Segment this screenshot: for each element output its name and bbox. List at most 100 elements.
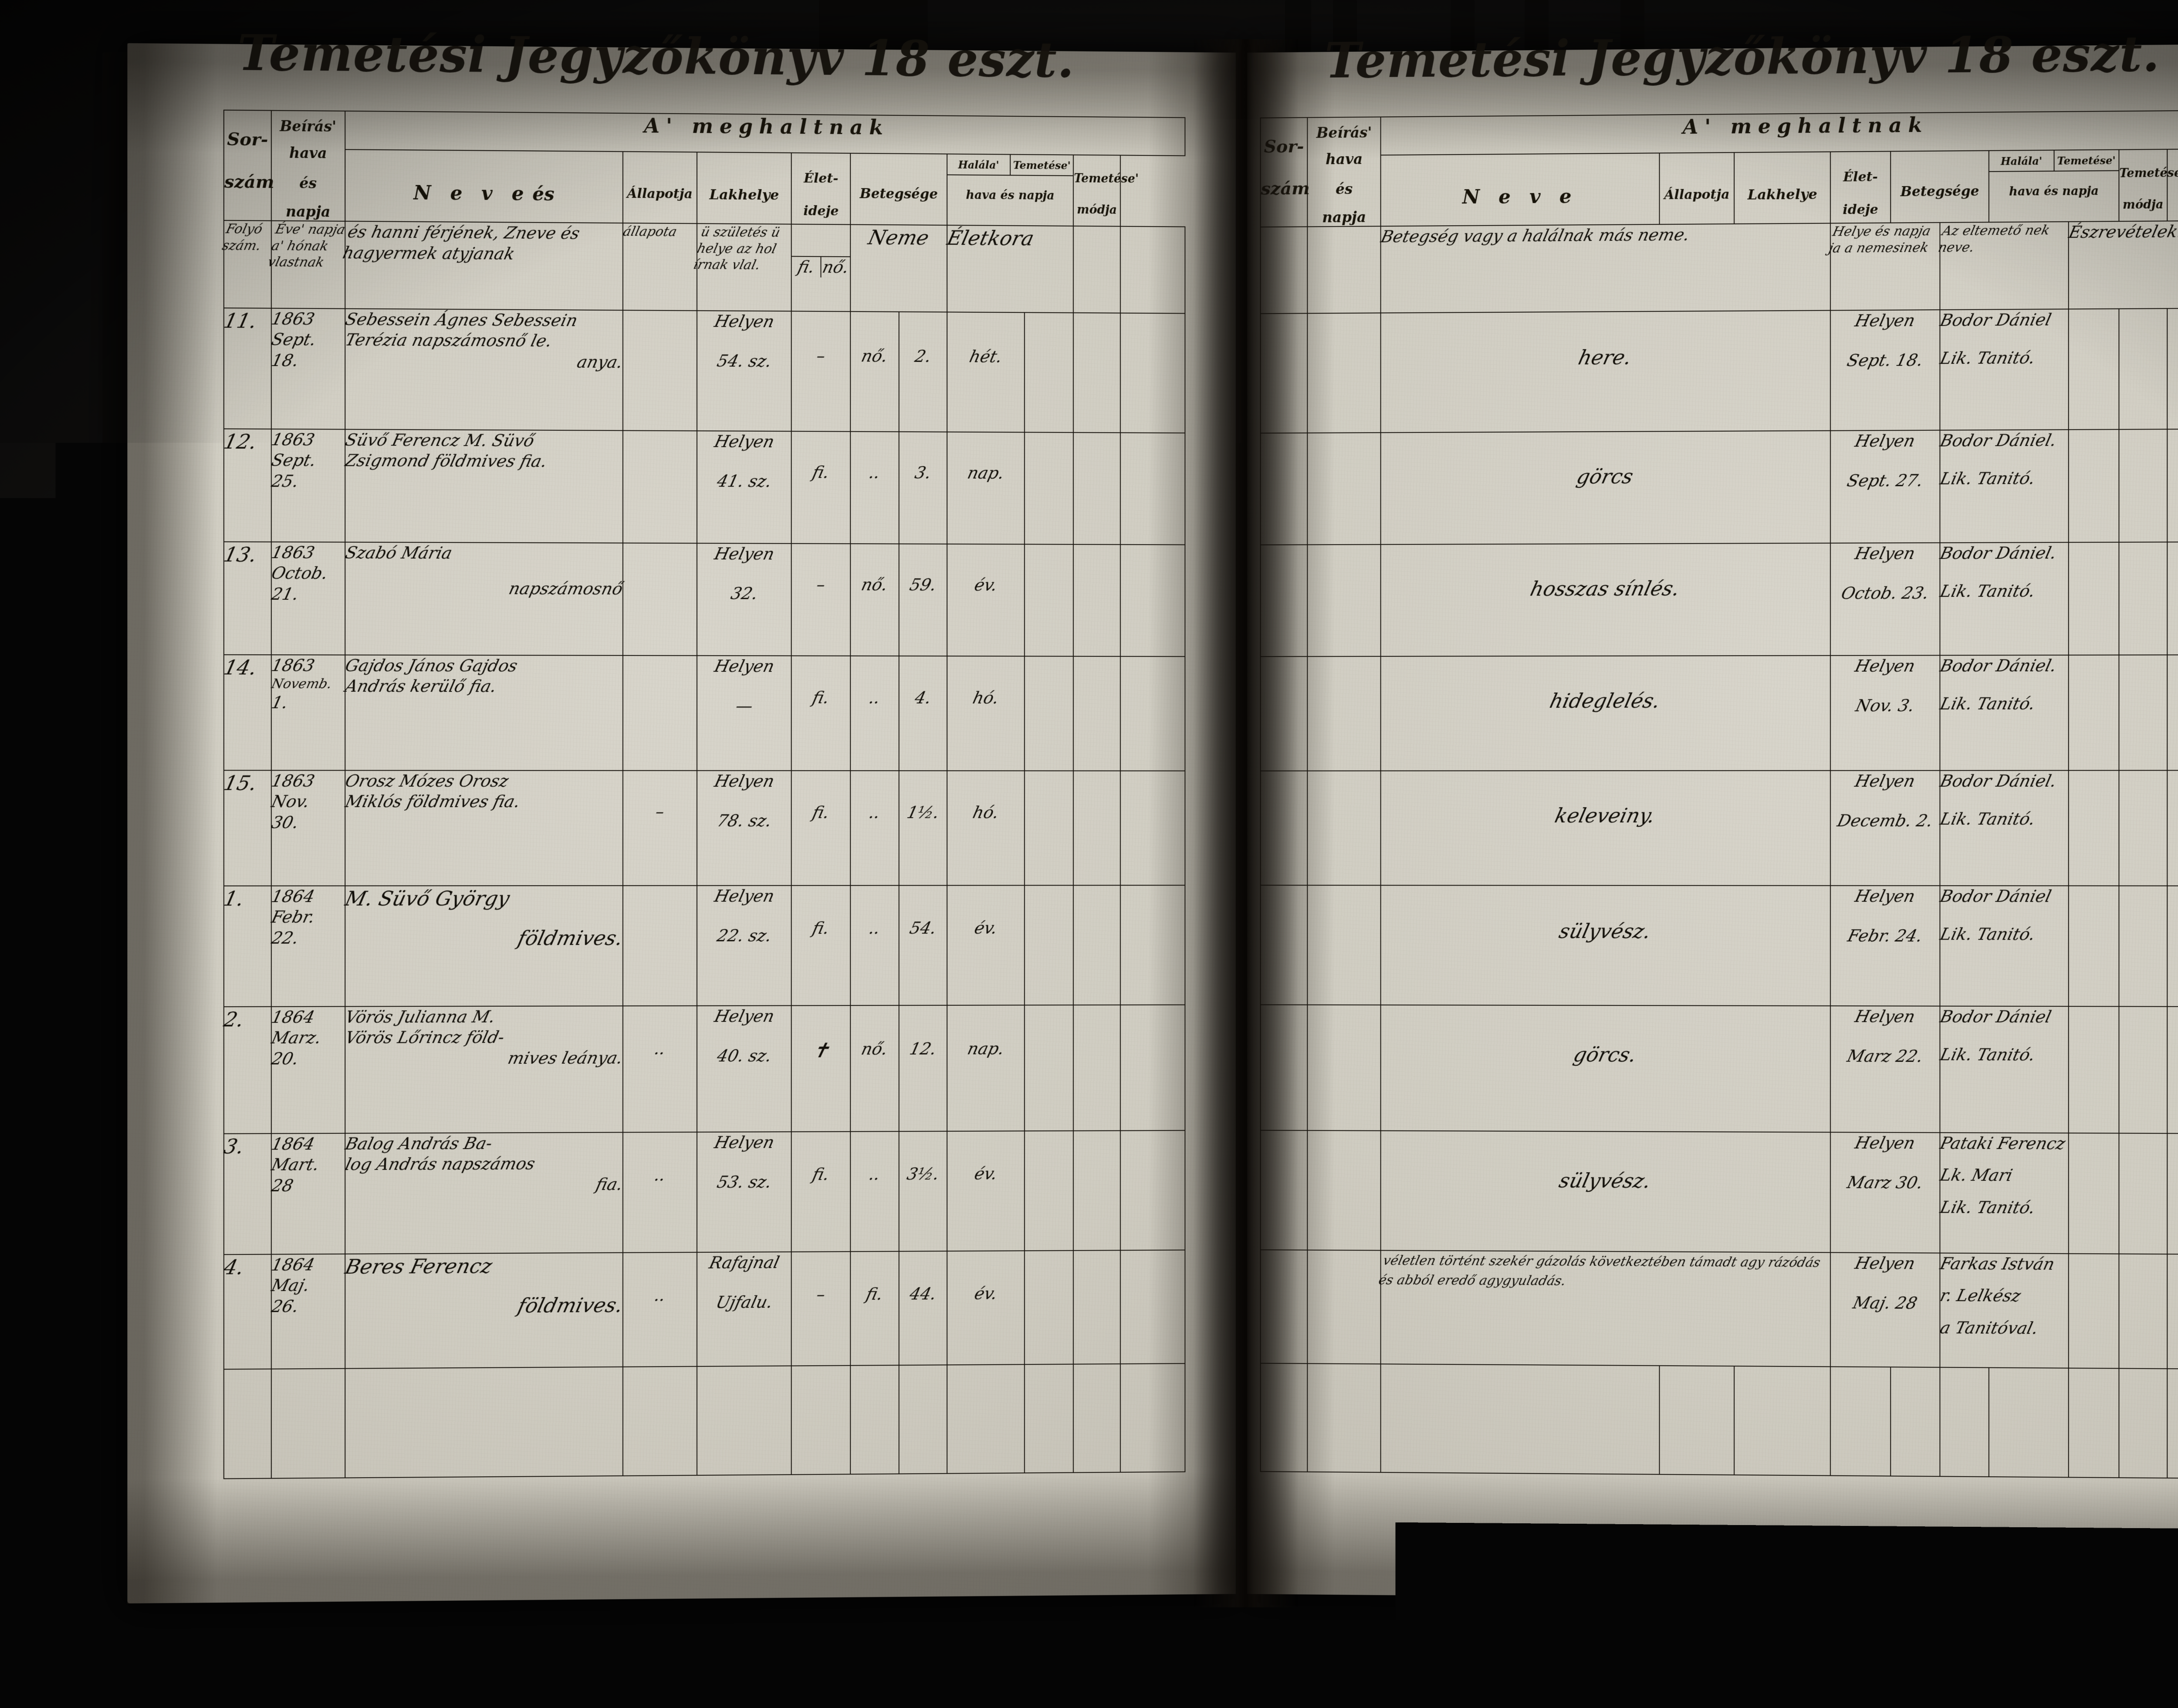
th-eletideje: Élet- ideje — [1830, 151, 1891, 223]
cell-extra — [2119, 429, 2167, 542]
cell-beiras: 1864 Mart. 28 — [271, 1133, 345, 1254]
cell-extra — [2119, 1133, 2167, 1254]
cell-temetese: Bodor Dániel. Lik. Tanitó. — [1940, 770, 2069, 886]
cell-halala: Helyen Octob. 23. — [1830, 543, 1940, 656]
cell-beiras: 1864 Febr. 22. — [271, 886, 345, 1006]
cell-temetese: Bodor Dániel Lik. Tanitó. — [1940, 886, 2069, 1006]
cell-betegsege: görcs — [1381, 430, 1830, 544]
cell-lakhelye: Rafajnal Ujfalu. — [697, 1252, 791, 1366]
cell-age-unit: év. — [947, 885, 1025, 1005]
cell-modja — [1120, 313, 1185, 433]
cell-halala — [1025, 885, 1073, 1005]
cell-halala: Helyen Decemb. 2. — [1830, 771, 1940, 886]
cell-age-unit: nap. — [947, 1005, 1025, 1131]
th-halala-temetese: Halála' Temetése' hava és napja — [1989, 150, 2119, 222]
table-row: 1. 1864 Febr. 22. M. Süvő György földmiv… — [224, 885, 1185, 1007]
page-right: Temetési Jegyzőkönyv 18 eszt. 118 Sor- s… — [1247, 43, 2178, 1603]
cell-neve: Sebessein Ágnes Sebessein Terézia napszá… — [345, 308, 623, 430]
cell-sex: fi. — [851, 1251, 899, 1365]
cell-modja — [2069, 309, 2119, 430]
cell-sorszam — [1261, 1005, 1308, 1130]
cell-beiras — [1308, 771, 1381, 885]
cell-temetese — [1073, 545, 1120, 656]
cell-instr-eszrevetelek: Észrevételek. — [2069, 220, 2178, 309]
cell-age-unit: hó. — [947, 656, 1025, 771]
cell-betegsege: hosszas sínlés. — [1381, 543, 1830, 656]
cell-sex: nő. — [851, 1005, 899, 1132]
table-row: 14. 1863 Novemb. 1. Gajdos János Gajdos … — [224, 655, 1185, 771]
cell-temetese: Bodor Dániel Lik. Tanitó. — [1940, 309, 2069, 430]
cell-eszrevetel — [2167, 1006, 2178, 1133]
th-neve: N e v e és — [345, 149, 623, 223]
cell-modja — [2069, 1133, 2119, 1254]
cell-eletideje: – — [791, 1251, 851, 1366]
cell-sorszam — [1261, 313, 1308, 433]
cell-sex: .. — [851, 431, 899, 544]
table-row: sülyvész. Helyen Marz 30. Pataki Ferencz… — [1261, 1130, 2178, 1255]
cell-modja — [2069, 1006, 2119, 1133]
table-row-instruction: Folyó szám. Éve' napja a' hónak vlastnak… — [224, 220, 1185, 313]
cell-sex: .. — [851, 885, 899, 1005]
cell-eletideje: fi. — [791, 771, 851, 886]
cell-allapotja — [623, 310, 697, 431]
cell-halala — [1025, 771, 1073, 885]
cell-sorszam — [1261, 885, 1308, 1005]
cell-modja — [2069, 886, 2119, 1006]
cell-age-unit: év. — [947, 1251, 1025, 1365]
table-row: 12. 1863 Sept. 25. Süvő Ferencz M. Süvő … — [224, 429, 1185, 545]
cell-beiras — [1308, 656, 1381, 771]
th-sorszam: Sor- szám — [1261, 118, 1308, 227]
cell-sorszam: 11. — [224, 308, 271, 429]
cell-temetese — [1073, 771, 1120, 885]
cell-blank — [224, 1369, 271, 1478]
cell-allapotja: .. — [623, 1252, 697, 1367]
table-row: görcs. Helyen Marz 22. Bodor Dániel Lik.… — [1261, 1005, 2178, 1133]
cell-neve: M. Süvő György földmives. — [345, 886, 623, 1006]
cell-extra — [2119, 1006, 2167, 1133]
damage-label-ru: ПОВРЕЖДЕНО — [108, 878, 125, 990]
th-halala-temetese: Halála' Temetése' hava és napja — [947, 154, 1073, 226]
cell-lakhelye: Helyen 22. sz. — [697, 886, 791, 1006]
th-betegsege: Betegsége — [1891, 151, 1989, 223]
cell-blank — [1120, 1363, 1185, 1472]
cell-blank — [1734, 1366, 1830, 1475]
cell-blank — [2167, 1369, 2178, 1478]
cell-eszrevetel — [2167, 886, 2178, 1006]
cell-temetese — [1073, 885, 1120, 1005]
page-title-right: Temetési Jegyzőkönyv 18 eszt. — [1325, 25, 2160, 89]
cell-instr-lakhelye: ü születés ü helye az hol írnak vlal. — [697, 223, 791, 311]
cell-age: 59. — [899, 544, 947, 656]
cell-instr-allapotja: állapota — [623, 223, 697, 311]
cell-blank — [2119, 1368, 2167, 1478]
cell-modja — [2069, 542, 2119, 655]
cell-blank — [1989, 1367, 2068, 1477]
cell-sorszam — [1261, 545, 1308, 656]
archival-damage-flag: ПОВРЕЖДЕНО DAMAGED — [78, 780, 178, 1089]
th-temetese-modja: Temetése' módja — [1073, 155, 1120, 227]
table-row: sülyvész. Helyen Febr. 24. Bodor Dániel … — [1261, 885, 2178, 1007]
cell-blank — [697, 1366, 791, 1475]
cell-age: 3½. — [899, 1131, 947, 1251]
cell-instr-beiras: Éve' napja a' hónak vlastnak — [271, 220, 345, 308]
cell-allapotja — [623, 886, 697, 1006]
cell-blank — [1940, 1367, 1989, 1477]
cell-halala — [1025, 656, 1073, 771]
cell-beiras — [1308, 1130, 1381, 1250]
cell-lakhelye: Helyen 53. sz. — [697, 1132, 791, 1252]
table-row: 2. 1864 Marz. 20. Vörös Julianna M. Vörö… — [224, 1005, 1185, 1133]
cell-modja — [1120, 771, 1185, 885]
cell-halala: Helyen Maj. 28 — [1830, 1252, 1940, 1367]
th-allapotja: Állapotja — [1659, 152, 1734, 224]
cell-sorszam: 3. — [224, 1133, 271, 1255]
cell-instr-blank1 — [1073, 226, 1120, 313]
cell-blank — [2069, 1368, 2119, 1478]
table-row-blank — [1261, 1363, 2178, 1478]
cell-allapotja — [623, 655, 697, 770]
cell-beiras: 1863 Nov. 30. — [271, 770, 345, 886]
cell-halala: Helyen Febr. 24. — [1830, 886, 1940, 1006]
cell-temetese: Bodor Dániel. Lik. Tanitó. — [1940, 430, 2069, 543]
cell-halala: Helyen Nov. 3. — [1830, 655, 1940, 771]
cell-blank — [1381, 1364, 1660, 1474]
cell-eszrevetel — [2167, 770, 2178, 886]
cell-halala: Helyen Sept. 27. — [1830, 430, 1940, 543]
